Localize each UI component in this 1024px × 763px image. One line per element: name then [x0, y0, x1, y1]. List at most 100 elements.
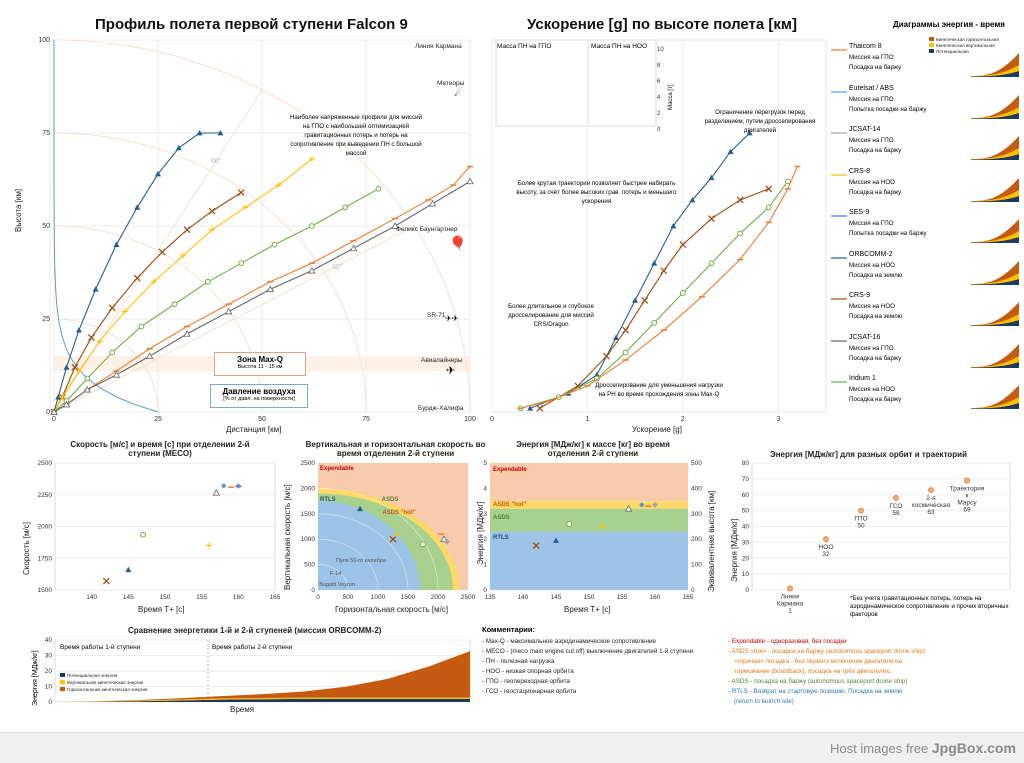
- legend-horizontal-kinetic: Кинетическая горизонтальная: [936, 37, 999, 42]
- footer-brand-link[interactable]: JpgBox.com: [931, 740, 1016, 756]
- orbit-point-value: 58: [892, 510, 900, 517]
- profile-point: [238, 260, 245, 267]
- meco-point: [221, 483, 226, 489]
- vh-xtick: 500: [343, 594, 354, 601]
- comment-line: - ГПО - геопереходная орбита: [482, 678, 570, 685]
- orbit-point-label: Линия: [781, 593, 800, 600]
- orbit-point-label: ГПО: [854, 516, 867, 523]
- profile-ticks: 0 25 50 75 100 0 25 50 75 100: [38, 37, 476, 423]
- comment-right-line: «горячая» посадка - без первого включени…: [734, 658, 903, 665]
- em-y2tick: 400: [691, 485, 702, 492]
- em-xtick: 140: [518, 594, 529, 601]
- mission-legend-item: ORBCOMM-2 Миссия на НОО Посадка на землю: [831, 250, 1021, 290]
- mission-legend-item: Eutelsat / ABS Миссия на ГПО Попытка посад…: [831, 84, 1021, 124]
- vh-title: Вертикальная и горизонтальная скорость в…: [305, 440, 486, 458]
- orbit-point-label: 2-я: [926, 495, 936, 502]
- accel-point: [784, 178, 791, 185]
- profile-ytick: 50: [42, 223, 50, 230]
- orbit-ytick: 60: [742, 492, 750, 499]
- comment-right-line: - ASDS «hot» - посадка на баржу (autonom…: [728, 648, 925, 655]
- em-y2tick: 500: [691, 460, 702, 467]
- profile-point: [96, 338, 103, 345]
- meco-xtick: 165: [270, 594, 281, 601]
- em-xtick: 150: [584, 594, 595, 601]
- balloon-icon: 🎈: [449, 235, 467, 251]
- accel-point: [708, 215, 715, 222]
- energy-time-thumbnail: [971, 302, 1019, 326]
- meteors-label: Метеоры: [437, 80, 465, 87]
- orbit-point: [823, 536, 829, 543]
- compare-area: [55, 697, 470, 702]
- meco-point: [102, 577, 110, 585]
- em-y2tick: 0: [691, 587, 695, 594]
- compare-stage2: Время работы 2-й ступени: [212, 644, 293, 651]
- legend-marker: [831, 173, 847, 176]
- profile-point: [138, 323, 145, 330]
- polar-ray: [53, 225, 415, 413]
- em-xtick: 145: [551, 594, 562, 601]
- orbit-point-label: Траектория: [950, 485, 985, 492]
- profile-ytick: 75: [42, 130, 50, 137]
- profile-xtick: 50: [258, 416, 266, 423]
- vh-arc: [317, 538, 379, 591]
- profile-xtick: 100: [464, 416, 476, 423]
- orbit-point-value: 32: [822, 551, 830, 558]
- em-ytick: 2: [483, 536, 487, 543]
- mission-line2: Посадка на баржу: [849, 147, 902, 154]
- profile-line: [53, 166, 471, 413]
- orbit-point-label: к: [966, 492, 969, 499]
- profile-point: [375, 185, 382, 192]
- meco-point: [212, 489, 221, 496]
- vh-f14-label: F-14: [330, 571, 341, 577]
- mission-line1: Миссия на ГПО: [849, 95, 894, 103]
- legend-marker: [831, 49, 847, 51]
- em-ytick: 3: [483, 511, 487, 518]
- profile-point: [391, 222, 399, 229]
- profile-point: [308, 266, 316, 274]
- maxq-note: Дросселирование для уменьшения нагрузки …: [595, 382, 723, 398]
- orbit-point: [858, 507, 864, 514]
- footer-bar: Host images free JpgBox.com: [0, 732, 1024, 763]
- em-asds-hot-band: [490, 501, 688, 509]
- accel-line: [520, 181, 789, 409]
- accel-xtick: 1: [585, 416, 589, 423]
- energy-time-thumbnail: [971, 260, 1019, 285]
- mission-line2: Посадка на землю: [849, 313, 903, 320]
- em-point: [599, 523, 606, 530]
- vh-zone-expendable: Expendable: [320, 466, 354, 472]
- accel-point: [603, 352, 610, 360]
- legend-marker: [831, 381, 847, 383]
- mass-tick: 4: [657, 95, 661, 101]
- compare-ytick: 20: [45, 668, 53, 675]
- mission-legend-item: CRS-8 Миссия на НОО Посадка на баржу: [831, 167, 1021, 207]
- accel-point: [613, 334, 620, 340]
- profile-point: [342, 204, 349, 211]
- mass-axis-label: Масса [т]: [668, 84, 674, 111]
- accel-xtick: 3: [776, 416, 780, 423]
- comment-right-line: торможение (boostback), посадка на трёх …: [734, 668, 891, 675]
- meco-xtick: 145: [123, 594, 134, 601]
- vh-ytick: 0: [311, 587, 315, 594]
- mission-line2: Посадка на землю: [849, 271, 903, 279]
- profile-ytick: 25: [42, 316, 50, 323]
- vh-point: [420, 541, 426, 548]
- comment-right-line: - Expendable - одноразовая, без посадки: [728, 638, 847, 645]
- meco-xtick: 140: [86, 594, 97, 601]
- orbit-point-label: Марсу: [957, 499, 977, 506]
- accel-title: Ускорение [g] по высоте полета [км]: [527, 16, 797, 33]
- profile-point: [121, 308, 128, 315]
- orbit-point: [964, 477, 970, 484]
- compare-ytick: 0: [48, 699, 52, 706]
- mass-tick: 6: [657, 79, 661, 85]
- orbit-point-label: НОО: [819, 544, 834, 551]
- mission-name: ORBCOMM-2: [849, 250, 893, 258]
- vh-xlabel: Горизонтальная скорость [м/с]: [335, 605, 449, 614]
- energy-time-thumbnail: [971, 136, 1019, 160]
- profile-xlabel: Дистанция [км]: [226, 425, 282, 434]
- comments-right: - Expendable - одноразовая, без посадки -…: [728, 637, 925, 707]
- comment-line: - ПН - полезная нагрузка: [482, 658, 555, 665]
- compare-ytick: 40: [45, 637, 53, 644]
- meco-point: [140, 531, 146, 538]
- meco-xtick: 150: [160, 594, 171, 601]
- legend-vertical-kinetic: Кинетическая вертикальная: [936, 43, 995, 48]
